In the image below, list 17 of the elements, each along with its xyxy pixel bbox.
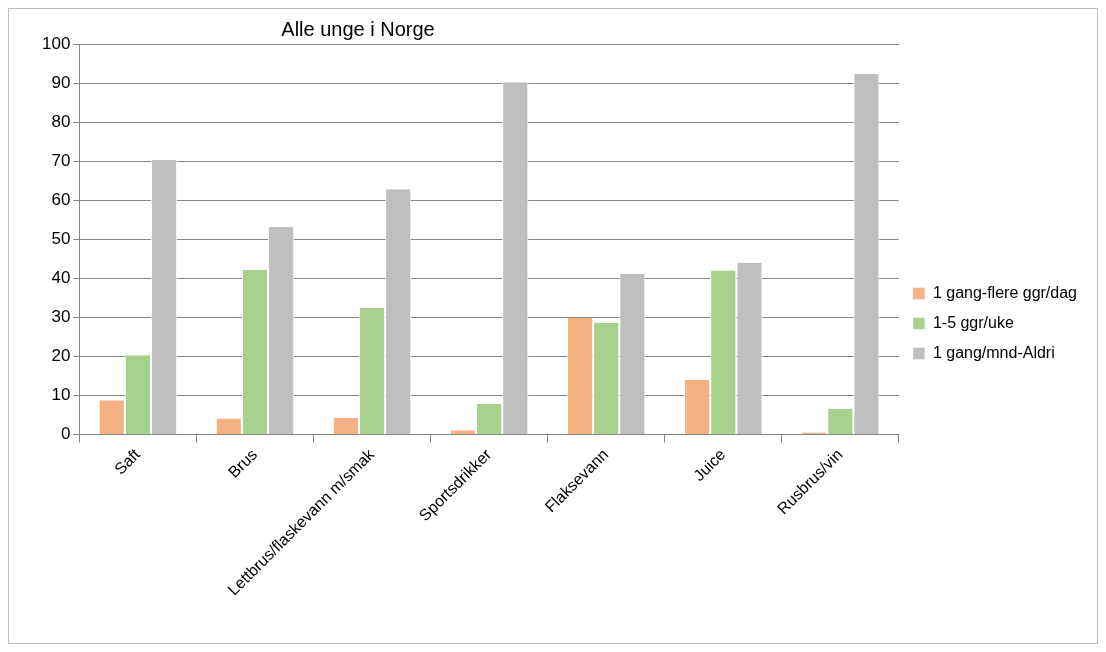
- legend-label: 1 gang/mnd-Aldri: [932, 343, 1055, 361]
- x-tick-label: Saft: [110, 445, 144, 478]
- y-tick-label: 40: [51, 268, 71, 288]
- y-tick-label: 90: [51, 72, 71, 92]
- x-tick-label: Brus: [224, 445, 261, 481]
- y-tick-label: 100: [41, 33, 71, 53]
- legend-label: 1 gang-flere ggr/dag: [932, 283, 1078, 301]
- y-tick-label: 10: [51, 385, 71, 405]
- y-tick-label: 0: [60, 424, 71, 444]
- y-tick-label: 80: [51, 111, 71, 131]
- y-tick-label: 30: [51, 307, 71, 327]
- chart-title: Alle unge i Norge: [281, 17, 435, 40]
- y-tick-label: 50: [51, 228, 71, 248]
- y-tick-label: 70: [51, 150, 71, 170]
- legend-label: 1-5 ggr/uke: [932, 313, 1014, 331]
- y-tick-label: 20: [51, 346, 71, 366]
- y-tick-label: 60: [51, 189, 71, 209]
